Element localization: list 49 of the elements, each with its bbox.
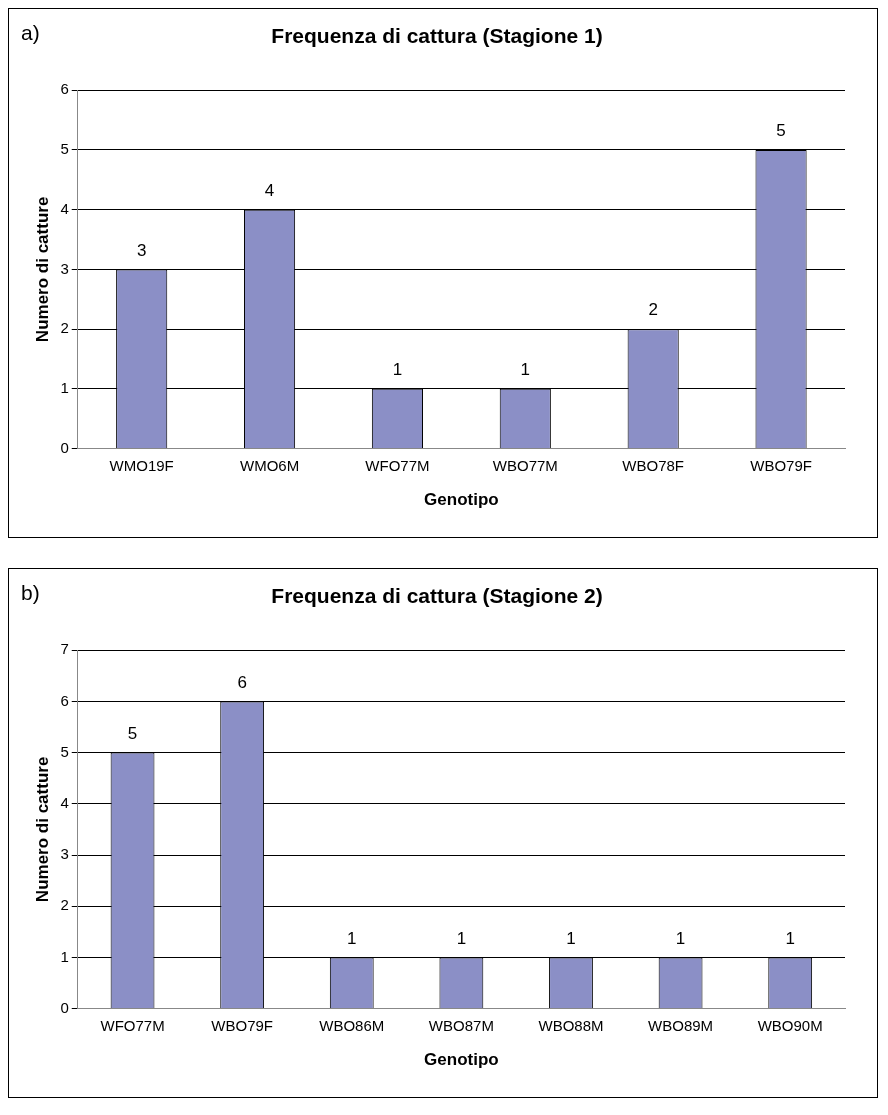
- y-tick-label: 1: [60, 947, 69, 965]
- data-label: 1: [520, 360, 531, 380]
- y-tick-label: 4: [60, 199, 69, 217]
- y-tick-label: 2: [60, 896, 69, 914]
- x-tick-label: WBO88M: [538, 1016, 604, 1034]
- data-label: 1: [566, 928, 576, 948]
- y-tick-label: 3: [60, 845, 69, 863]
- x-tick-label: WBO86M: [319, 1016, 385, 1034]
- text: a): [21, 21, 40, 45]
- data-label: 1: [392, 360, 403, 380]
- data-label: 1: [675, 928, 686, 948]
- chart-title: Frequenza di cattura (Stagione 2): [271, 584, 603, 608]
- data-label: 6: [237, 672, 247, 692]
- y-tick-label: 3: [60, 259, 69, 277]
- x-axis-title: Genotipo: [424, 1050, 499, 1070]
- y-axis-title: Numero di catture: [32, 196, 52, 343]
- x-tick-label: WBO89M: [648, 1016, 714, 1034]
- data-label: 1: [785, 928, 795, 948]
- y-tick-label: 5: [60, 140, 69, 158]
- x-tick-label: WBO90M: [757, 1016, 823, 1034]
- data-label: 3: [136, 240, 147, 260]
- y-tick-label: 6: [60, 80, 69, 98]
- chart-title: Frequenza di cattura (Stagione 1): [271, 24, 603, 48]
- y-axis-title: Numero di catture: [32, 756, 52, 903]
- data-label: 4: [264, 180, 275, 200]
- y-tick-label: 2: [60, 319, 69, 337]
- y-tick-label: 1: [60, 379, 69, 397]
- x-tick-label: WMO19F: [109, 456, 174, 474]
- data-label: 1: [456, 928, 467, 948]
- x-tick-label: WBO79F: [750, 456, 812, 474]
- data-label: 2: [648, 300, 658, 320]
- y-tick-label: 5: [60, 742, 69, 760]
- x-tick-label: WMO6M: [239, 456, 300, 474]
- y-tick-label: 6: [60, 691, 69, 709]
- y-tick-label: 0: [60, 438, 69, 456]
- x-tick-label: WBO78F: [622, 456, 685, 474]
- text: b): [21, 581, 40, 605]
- data-label: 1: [347, 928, 357, 948]
- data-label: 5: [776, 121, 786, 141]
- y-tick-label: 0: [60, 998, 69, 1016]
- x-tick-label: WBO77M: [492, 456, 558, 474]
- data-label: 5: [127, 723, 138, 743]
- x-tick-label: WFO77M: [365, 456, 430, 474]
- y-tick-label: 4: [60, 793, 69, 811]
- y-tick-label: 7: [60, 640, 69, 658]
- x-tick-label: WFO77M: [100, 1016, 165, 1034]
- x-axis-title: Genotipo: [424, 490, 499, 510]
- x-tick-label: WBO87M: [428, 1016, 494, 1034]
- x-tick-label: WBO79F: [211, 1016, 273, 1034]
